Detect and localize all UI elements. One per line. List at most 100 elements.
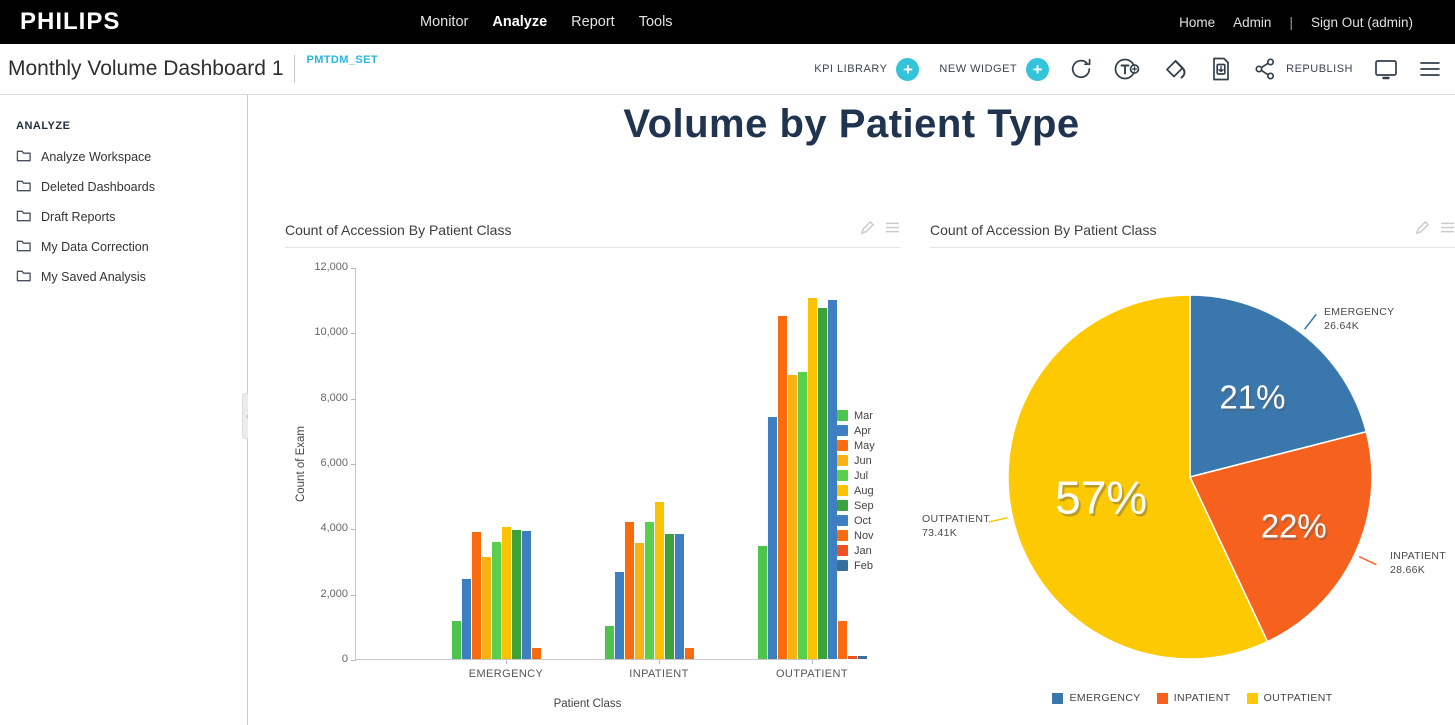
export-document-icon[interactable] [1209, 56, 1233, 82]
nav-analyze[interactable]: Analyze [492, 14, 548, 30]
x-category-label-emergency: EMERGENCY [468, 668, 544, 680]
bar-emergency-may[interactable] [471, 531, 481, 659]
sidebar-item-draft-reports[interactable]: Draft Reports [0, 202, 247, 232]
pie-leader-line [1304, 313, 1317, 330]
y-tick-label: 2,000 [320, 587, 348, 600]
legend-swatch [837, 530, 848, 541]
nav-home[interactable]: Home [1179, 14, 1216, 30]
bar-outpatient-sep[interactable] [817, 307, 827, 659]
x-category-label-inpatient: INPATIENT [629, 668, 689, 680]
top-nav-bar: PHILIPS Monitor Analyze Report Tools Home A… [0, 0, 1455, 44]
nav-signout[interactable]: Sign Out (admin) [1310, 14, 1413, 30]
legend-item-may[interactable]: May [837, 438, 875, 453]
bar-outpatient-mar[interactable] [757, 546, 767, 659]
bar-inpatient-may[interactable] [624, 522, 634, 659]
y-tick-mark [351, 333, 356, 335]
kpi-library-button[interactable]: KPI LIBRARY + [814, 57, 920, 81]
bar-emergency-sep[interactable] [511, 530, 521, 659]
legend-item-aug[interactable]: Aug [837, 483, 875, 498]
pie-legend-item-inpatient[interactable]: INPATIENT [1156, 692, 1231, 704]
bar-inpatient-jul[interactable] [644, 522, 654, 659]
new-widget-button[interactable]: NEW WIDGET + [939, 57, 1050, 81]
pie-legend-item-emergency[interactable]: EMERGENCY [1052, 692, 1140, 704]
bar-outpatient-feb[interactable] [857, 656, 867, 659]
sidebar-item-my-data-correction[interactable]: My Data Correction [0, 232, 247, 262]
nav-report[interactable]: Report [571, 14, 615, 30]
legend-item-mar[interactable]: Mar [837, 408, 875, 423]
bar-outpatient-oct[interactable] [827, 299, 837, 659]
nav-monitor[interactable]: Monitor [420, 14, 469, 30]
nav-admin[interactable]: Admin [1233, 14, 1272, 30]
bar-inpatient-apr[interactable] [614, 572, 624, 659]
new-widget-plus-icon[interactable]: + [1026, 57, 1050, 81]
display-icon[interactable] [1373, 57, 1399, 81]
legend-item-jul[interactable]: Jul [837, 468, 875, 483]
nav-tools[interactable]: Tools [638, 14, 673, 30]
sidebar-item-my-saved-analysis[interactable]: My Saved Analysis [0, 262, 247, 292]
bar-emergency-apr[interactable] [461, 579, 471, 659]
bar-emergency-oct[interactable] [521, 530, 531, 659]
legend-item-sep[interactable]: Sep [837, 498, 875, 513]
bar-emergency-aug[interactable] [501, 526, 511, 659]
legend-item-jan[interactable]: Jan [837, 543, 875, 558]
legend-swatch [837, 485, 848, 496]
legend-item-apr[interactable]: Apr [837, 423, 875, 438]
pie-slice-inpatient[interactable] [1188, 430, 1373, 643]
widget-menu-icon[interactable] [885, 221, 900, 239]
legend-label: EMERGENCY [1069, 692, 1141, 704]
text-add-icon[interactable] [1113, 56, 1143, 82]
pie-slice-outpatient[interactable] [1007, 294, 1269, 660]
philips-logo[interactable]: PHILIPS [20, 8, 121, 35]
bar-outpatient-may[interactable] [777, 316, 787, 659]
legend-item-feb[interactable]: Feb [837, 558, 875, 573]
legend-swatch [837, 545, 848, 556]
edit-widget-icon[interactable] [1415, 220, 1430, 240]
pie-slice-emergency[interactable] [1189, 294, 1368, 478]
sidebar-item-analyze-workspace[interactable]: Analyze Workspace [0, 142, 247, 172]
bar-emergency-nov[interactable] [531, 647, 541, 659]
legend-swatch [837, 410, 848, 421]
bar-emergency-jun[interactable] [481, 557, 491, 659]
bar-outpatient-jun[interactable] [787, 374, 797, 659]
legend-item-jun[interactable]: Jun [837, 453, 875, 468]
new-widget-label: NEW WIDGET [939, 63, 1018, 75]
pie-percent-label: 22% [1261, 508, 1327, 545]
sidebar-item-deleted-dashboards[interactable]: Deleted Dashboards [0, 172, 247, 202]
legend-label: Oct [854, 514, 872, 527]
x-tick-mark [812, 660, 813, 664]
legend-item-nov[interactable]: Nov [837, 528, 875, 543]
pie-percent-label: 57% [1057, 474, 1149, 526]
bar-outpatient-jul[interactable] [797, 371, 807, 659]
bar-inpatient-aug[interactable] [654, 502, 664, 659]
bar-inpatient-sep[interactable] [664, 533, 674, 659]
republish-button[interactable]: REPUBLISH [1253, 57, 1353, 81]
bar-outpatient-nov[interactable] [837, 621, 847, 659]
fill-color-icon[interactable] [1163, 56, 1189, 82]
bar-outpatient-apr[interactable] [767, 417, 777, 659]
bar-outpatient-jan[interactable] [847, 656, 857, 659]
x-category-label-outpatient: OUTPATIENT [775, 668, 849, 680]
bar-emergency-jul[interactable] [491, 542, 501, 659]
refresh-icon[interactable] [1069, 57, 1093, 81]
bar-inpatient-nov[interactable] [684, 647, 694, 659]
sidebar-item-label: My Data Correction [41, 240, 149, 254]
bar-inpatient-mar[interactable] [604, 626, 614, 659]
legend-label: OUTPATIENT [1263, 692, 1333, 704]
sidebar-item-label: Draft Reports [41, 210, 116, 224]
bar-inpatient-jun[interactable] [634, 543, 644, 659]
bar-chart-legend: Mar Apr May Jun Jul Aug Sep Oct Nov Jan Feb [837, 408, 875, 573]
widget-menu-icon[interactable] [1440, 221, 1455, 239]
menu-icon[interactable] [1419, 59, 1441, 79]
pie-percent-label: 22% [1263, 510, 1329, 547]
legend-item-oct[interactable]: Oct [837, 513, 875, 528]
pie-legend-item-outpatient[interactable]: OUTPATIENT [1246, 692, 1333, 704]
bar-inpatient-oct[interactable] [674, 533, 684, 659]
kpi-library-plus-icon[interactable]: + [896, 57, 920, 81]
legend-swatch [837, 515, 848, 526]
dataset-name[interactable]: PMTDM_SET [306, 54, 378, 66]
edit-widget-icon[interactable] [860, 220, 875, 240]
y-tick-mark [351, 594, 356, 596]
bar-plot-area: 0 2,000 4,000 6,000 8,000 10,000 12,000 EMERGEN… [314, 261, 867, 680]
bar-outpatient-aug[interactable] [807, 298, 817, 659]
bar-emergency-mar[interactable] [451, 621, 461, 659]
